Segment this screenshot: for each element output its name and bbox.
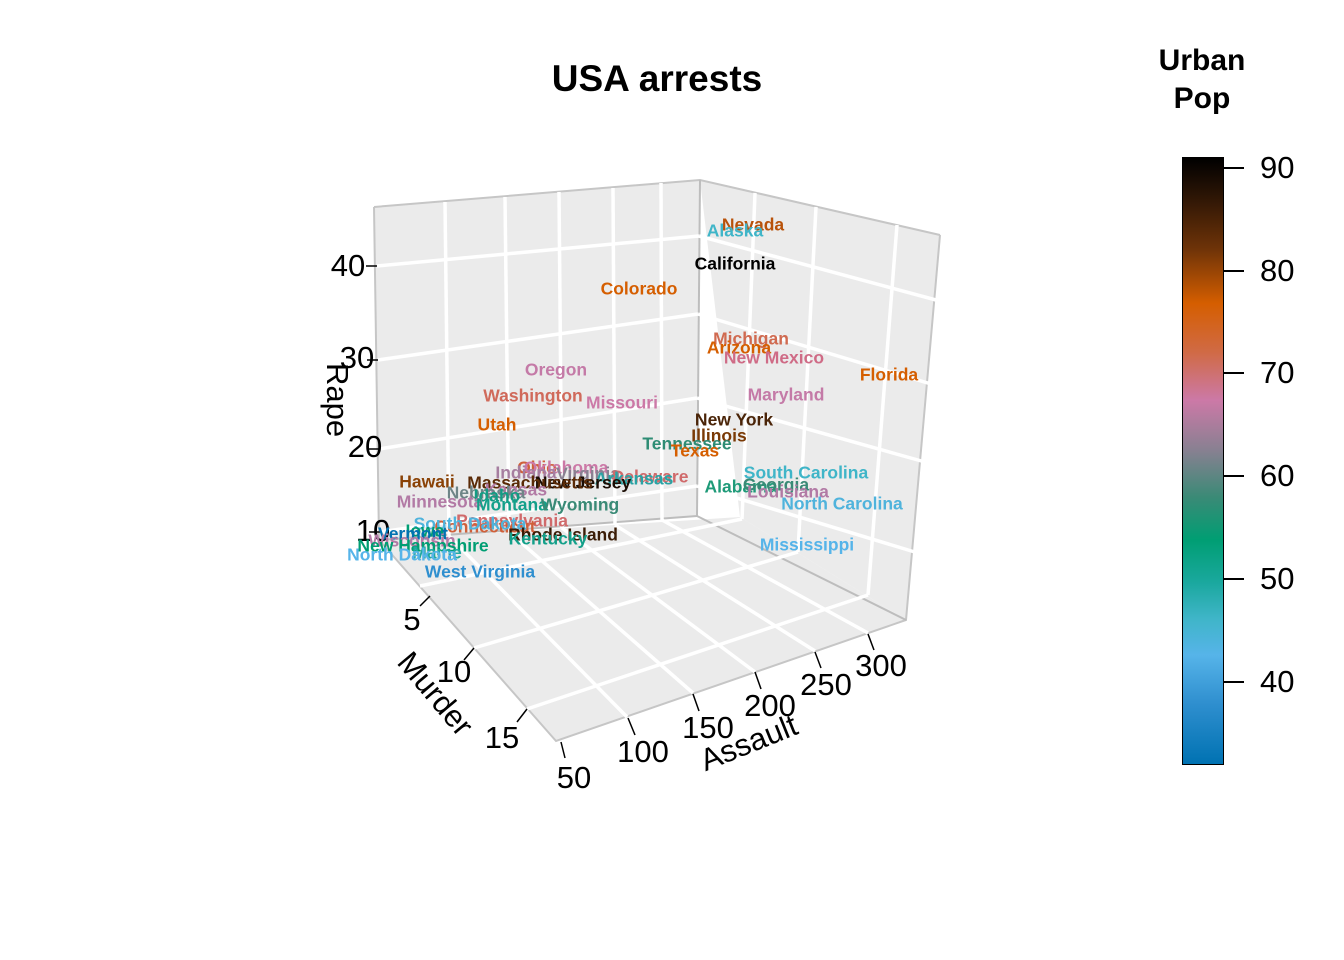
point-label: Florida [859, 364, 919, 385]
point-label: Hawaii [399, 471, 455, 492]
y-tick-label: 15 [484, 720, 520, 755]
colorbar-tick [1224, 475, 1244, 477]
point-label: New Mexico [723, 347, 825, 368]
point-label: Utah [477, 414, 517, 435]
colorbar-tick-label: 50 [1260, 561, 1295, 596]
chart-title: USA arrests [551, 58, 763, 99]
colorbar-tick [1224, 270, 1244, 272]
point-label: Alaska [706, 220, 764, 241]
grid-lines [376, 182, 937, 719]
colorbar-tick [1224, 167, 1244, 169]
colorbar-tick [1224, 578, 1244, 580]
point-label: North Carolina [781, 493, 903, 514]
box-edge [373, 206, 941, 743]
point-label: New Hampshire [357, 535, 489, 556]
z-tick-label: 40 [330, 248, 366, 283]
point-label: Rhode Island [508, 524, 618, 545]
point-label: Maine [412, 542, 462, 563]
legend-title: Urban Pop [1140, 42, 1264, 118]
point-label: South Dakota [413, 513, 527, 534]
z-tick-label: 20 [347, 429, 383, 464]
point-label: Alabama [704, 476, 778, 497]
point-label: Kentucky [508, 528, 588, 549]
point-label: Nevada [721, 214, 785, 235]
right-wall [700, 180, 940, 620]
point-label: Wisconsin [368, 530, 456, 551]
point-label: Michigan [713, 328, 789, 349]
x-tick-label: 100 [617, 734, 669, 769]
point-label: New Jersey [534, 472, 632, 493]
colorbar-tick-label: 80 [1260, 253, 1295, 288]
point-label: Missouri [586, 392, 658, 413]
left-wall [374, 180, 700, 540]
box-edge [696, 515, 907, 621]
point-label: Oklahoma [523, 457, 609, 478]
point-label: Louisiana [747, 481, 829, 502]
point-label: Kansas [484, 479, 548, 500]
point-label: Nebraska [446, 482, 526, 503]
colorbar-tick-label: 70 [1260, 355, 1295, 390]
axis-ticks [366, 265, 875, 759]
z-tick-label: 30 [339, 340, 375, 375]
point-label: Indiana [495, 462, 557, 483]
colorbar-tick-label: 90 [1260, 150, 1295, 185]
point-label: Oregon [524, 359, 588, 380]
z-axis-title: Rape [320, 362, 356, 438]
point-label: Tennessee [642, 433, 732, 454]
colorbar-tick-label: 60 [1260, 458, 1295, 493]
colorbar-tick [1224, 372, 1244, 374]
point-label: Wyoming [540, 494, 620, 515]
point-label: Connecticut [434, 516, 536, 537]
y-tick-label: 10 [436, 654, 472, 689]
colorbar [1182, 157, 1224, 765]
colorbar-tick [1224, 681, 1244, 683]
point-label: Pennsylvania [456, 510, 568, 531]
point-label: Delaware [611, 466, 689, 487]
x-tick-label: 250 [800, 667, 852, 702]
point-label: Texas [670, 440, 720, 461]
point-label: South Carolina [743, 462, 869, 483]
point-label: Minnesota [396, 491, 484, 512]
point-label: Idaho [473, 485, 521, 506]
x-tick-label: 200 [744, 688, 796, 723]
point-label: Mississippi [759, 534, 855, 555]
floor [379, 517, 906, 741]
point-label: Colorado [600, 278, 678, 299]
point-label: Vermont [377, 523, 449, 544]
y-tick-label: 5 [403, 602, 421, 637]
point-label: California [694, 253, 776, 274]
z-tick-label: 10 [355, 513, 391, 548]
point-label: Iowa [405, 520, 445, 541]
point-label: Arkansas [594, 468, 674, 489]
legend-title-line2: Pop [1173, 82, 1231, 115]
point-label: Illinois [691, 425, 747, 446]
legend-title-line1: Urban [1158, 44, 1246, 77]
x-tick-label: 50 [556, 760, 592, 795]
point-label: Ohio [517, 457, 557, 478]
point-label: West Virginia [424, 561, 536, 582]
point-label: Virginia [556, 463, 620, 484]
box-edge [378, 515, 698, 541]
point-label: Washington [483, 385, 583, 406]
x-tick-label: 300 [855, 648, 907, 683]
x-tick-label: 150 [682, 710, 734, 745]
point-label: Arizona [706, 337, 772, 358]
colorbar-tick-label: 40 [1260, 664, 1295, 699]
point-label: Georgia [742, 474, 810, 495]
point-label: Massachusetts [467, 472, 593, 493]
point-label: New York [694, 409, 774, 430]
point-label: Montana [476, 494, 548, 515]
point-label: North Dakota [347, 544, 457, 565]
point-label: Maryland [747, 384, 825, 405]
